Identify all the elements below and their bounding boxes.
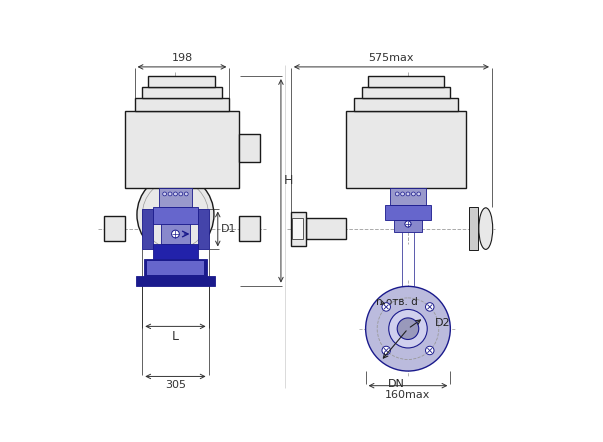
Bar xyxy=(306,218,346,240)
Circle shape xyxy=(382,346,390,355)
Circle shape xyxy=(426,303,434,311)
Text: 575max: 575max xyxy=(368,53,414,63)
Circle shape xyxy=(400,192,405,196)
Bar xyxy=(291,212,306,246)
Bar xyxy=(104,216,125,241)
Text: H: H xyxy=(284,174,294,187)
Text: D1: D1 xyxy=(221,224,236,234)
Circle shape xyxy=(405,221,411,227)
Text: 160max: 160max xyxy=(385,389,431,400)
Bar xyxy=(161,224,190,244)
Text: 305: 305 xyxy=(165,380,186,390)
Text: n отв. d: n отв. d xyxy=(376,297,417,307)
Circle shape xyxy=(382,303,390,311)
Bar xyxy=(394,220,422,232)
Bar xyxy=(147,261,204,275)
Bar xyxy=(346,111,466,188)
Circle shape xyxy=(163,192,166,196)
Bar xyxy=(153,207,198,224)
Bar xyxy=(159,188,192,207)
Circle shape xyxy=(185,192,188,196)
Bar xyxy=(239,134,260,162)
Circle shape xyxy=(174,192,177,196)
Bar xyxy=(239,216,260,241)
Text: 198: 198 xyxy=(171,53,192,63)
Bar xyxy=(198,209,209,249)
Circle shape xyxy=(396,192,399,196)
Circle shape xyxy=(426,346,434,355)
Bar xyxy=(136,276,215,286)
Text: L: L xyxy=(172,330,179,343)
Bar xyxy=(292,218,303,240)
Circle shape xyxy=(172,230,179,238)
Text: DN: DN xyxy=(388,379,405,389)
Bar xyxy=(125,111,239,188)
Ellipse shape xyxy=(479,208,493,249)
Circle shape xyxy=(406,192,410,196)
Circle shape xyxy=(389,309,428,348)
Bar xyxy=(354,98,458,111)
Circle shape xyxy=(179,192,183,196)
Circle shape xyxy=(168,192,172,196)
Bar xyxy=(144,259,207,276)
Bar xyxy=(368,76,444,87)
Bar xyxy=(385,205,431,220)
Circle shape xyxy=(417,192,421,196)
Ellipse shape xyxy=(137,175,214,255)
Bar xyxy=(134,98,229,111)
Bar xyxy=(362,87,450,98)
Bar xyxy=(390,188,426,205)
Text: D2: D2 xyxy=(435,317,450,328)
Bar xyxy=(148,76,215,87)
Bar xyxy=(142,209,153,249)
Bar xyxy=(153,244,198,259)
Circle shape xyxy=(365,286,450,371)
Bar xyxy=(142,87,222,98)
Bar xyxy=(469,207,478,250)
Circle shape xyxy=(397,318,418,339)
Circle shape xyxy=(411,192,415,196)
